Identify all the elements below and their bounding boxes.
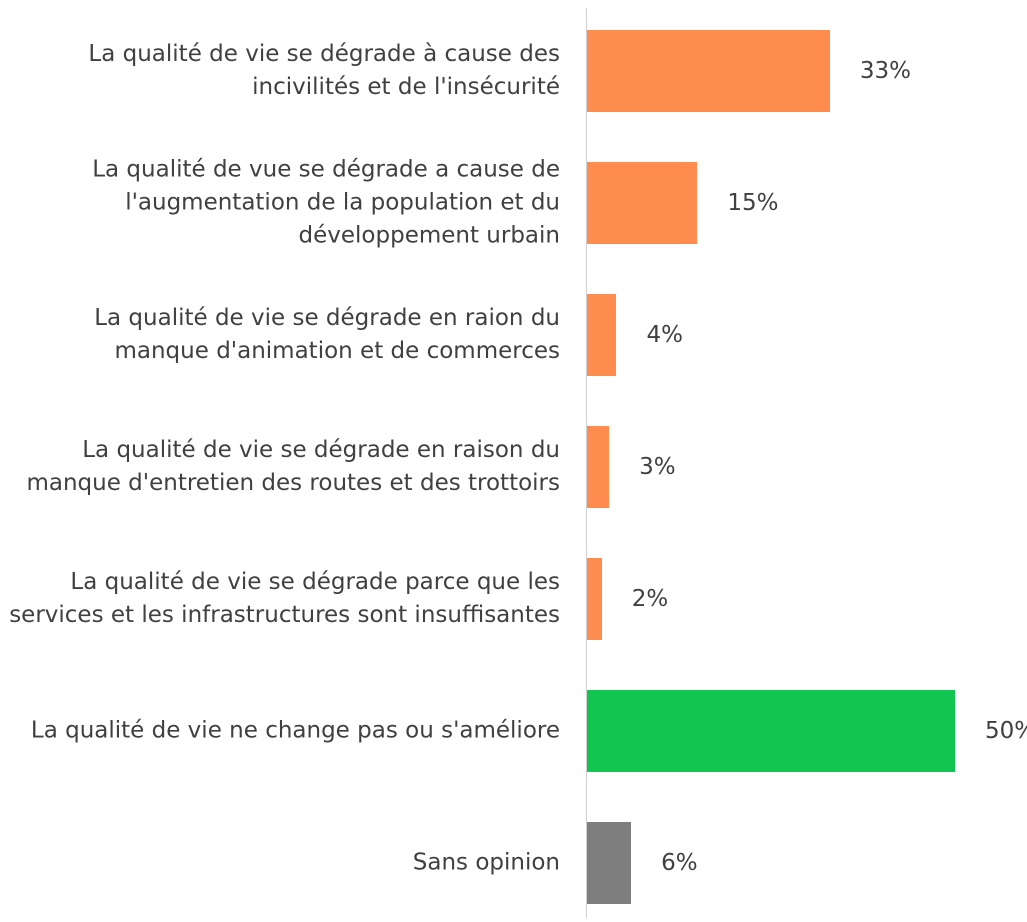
bar	[587, 162, 698, 244]
value-label: 33%	[859, 58, 911, 84]
bar	[587, 30, 830, 112]
category-label: La qualité de vie se dégrade en raion du…	[94, 305, 560, 364]
bar	[587, 294, 617, 376]
bar	[587, 558, 602, 640]
value-label: 50%	[985, 718, 1027, 744]
category-label: La qualité de vie se dégrade parce que l…	[9, 569, 560, 628]
bar	[587, 690, 955, 772]
value-label: 3%	[639, 454, 676, 480]
category-label: La qualité de vie se dégrade en raison d…	[26, 437, 560, 496]
category-label: Sans opinion	[412, 849, 560, 876]
axis-line	[586, 8, 587, 918]
category-label: La qualité de vie ne change pas ou s'amé…	[30, 717, 560, 744]
value-label: 15%	[727, 190, 779, 216]
value-label: 6%	[661, 850, 698, 876]
bar	[587, 426, 610, 508]
category-label: La qualité de vie se dégrade à cause des…	[88, 41, 560, 100]
bar	[587, 822, 632, 904]
category-label: La qualité de vue se dégrade a cause de …	[92, 156, 560, 249]
value-label: 2%	[631, 586, 669, 612]
value-label: 4%	[646, 322, 683, 348]
